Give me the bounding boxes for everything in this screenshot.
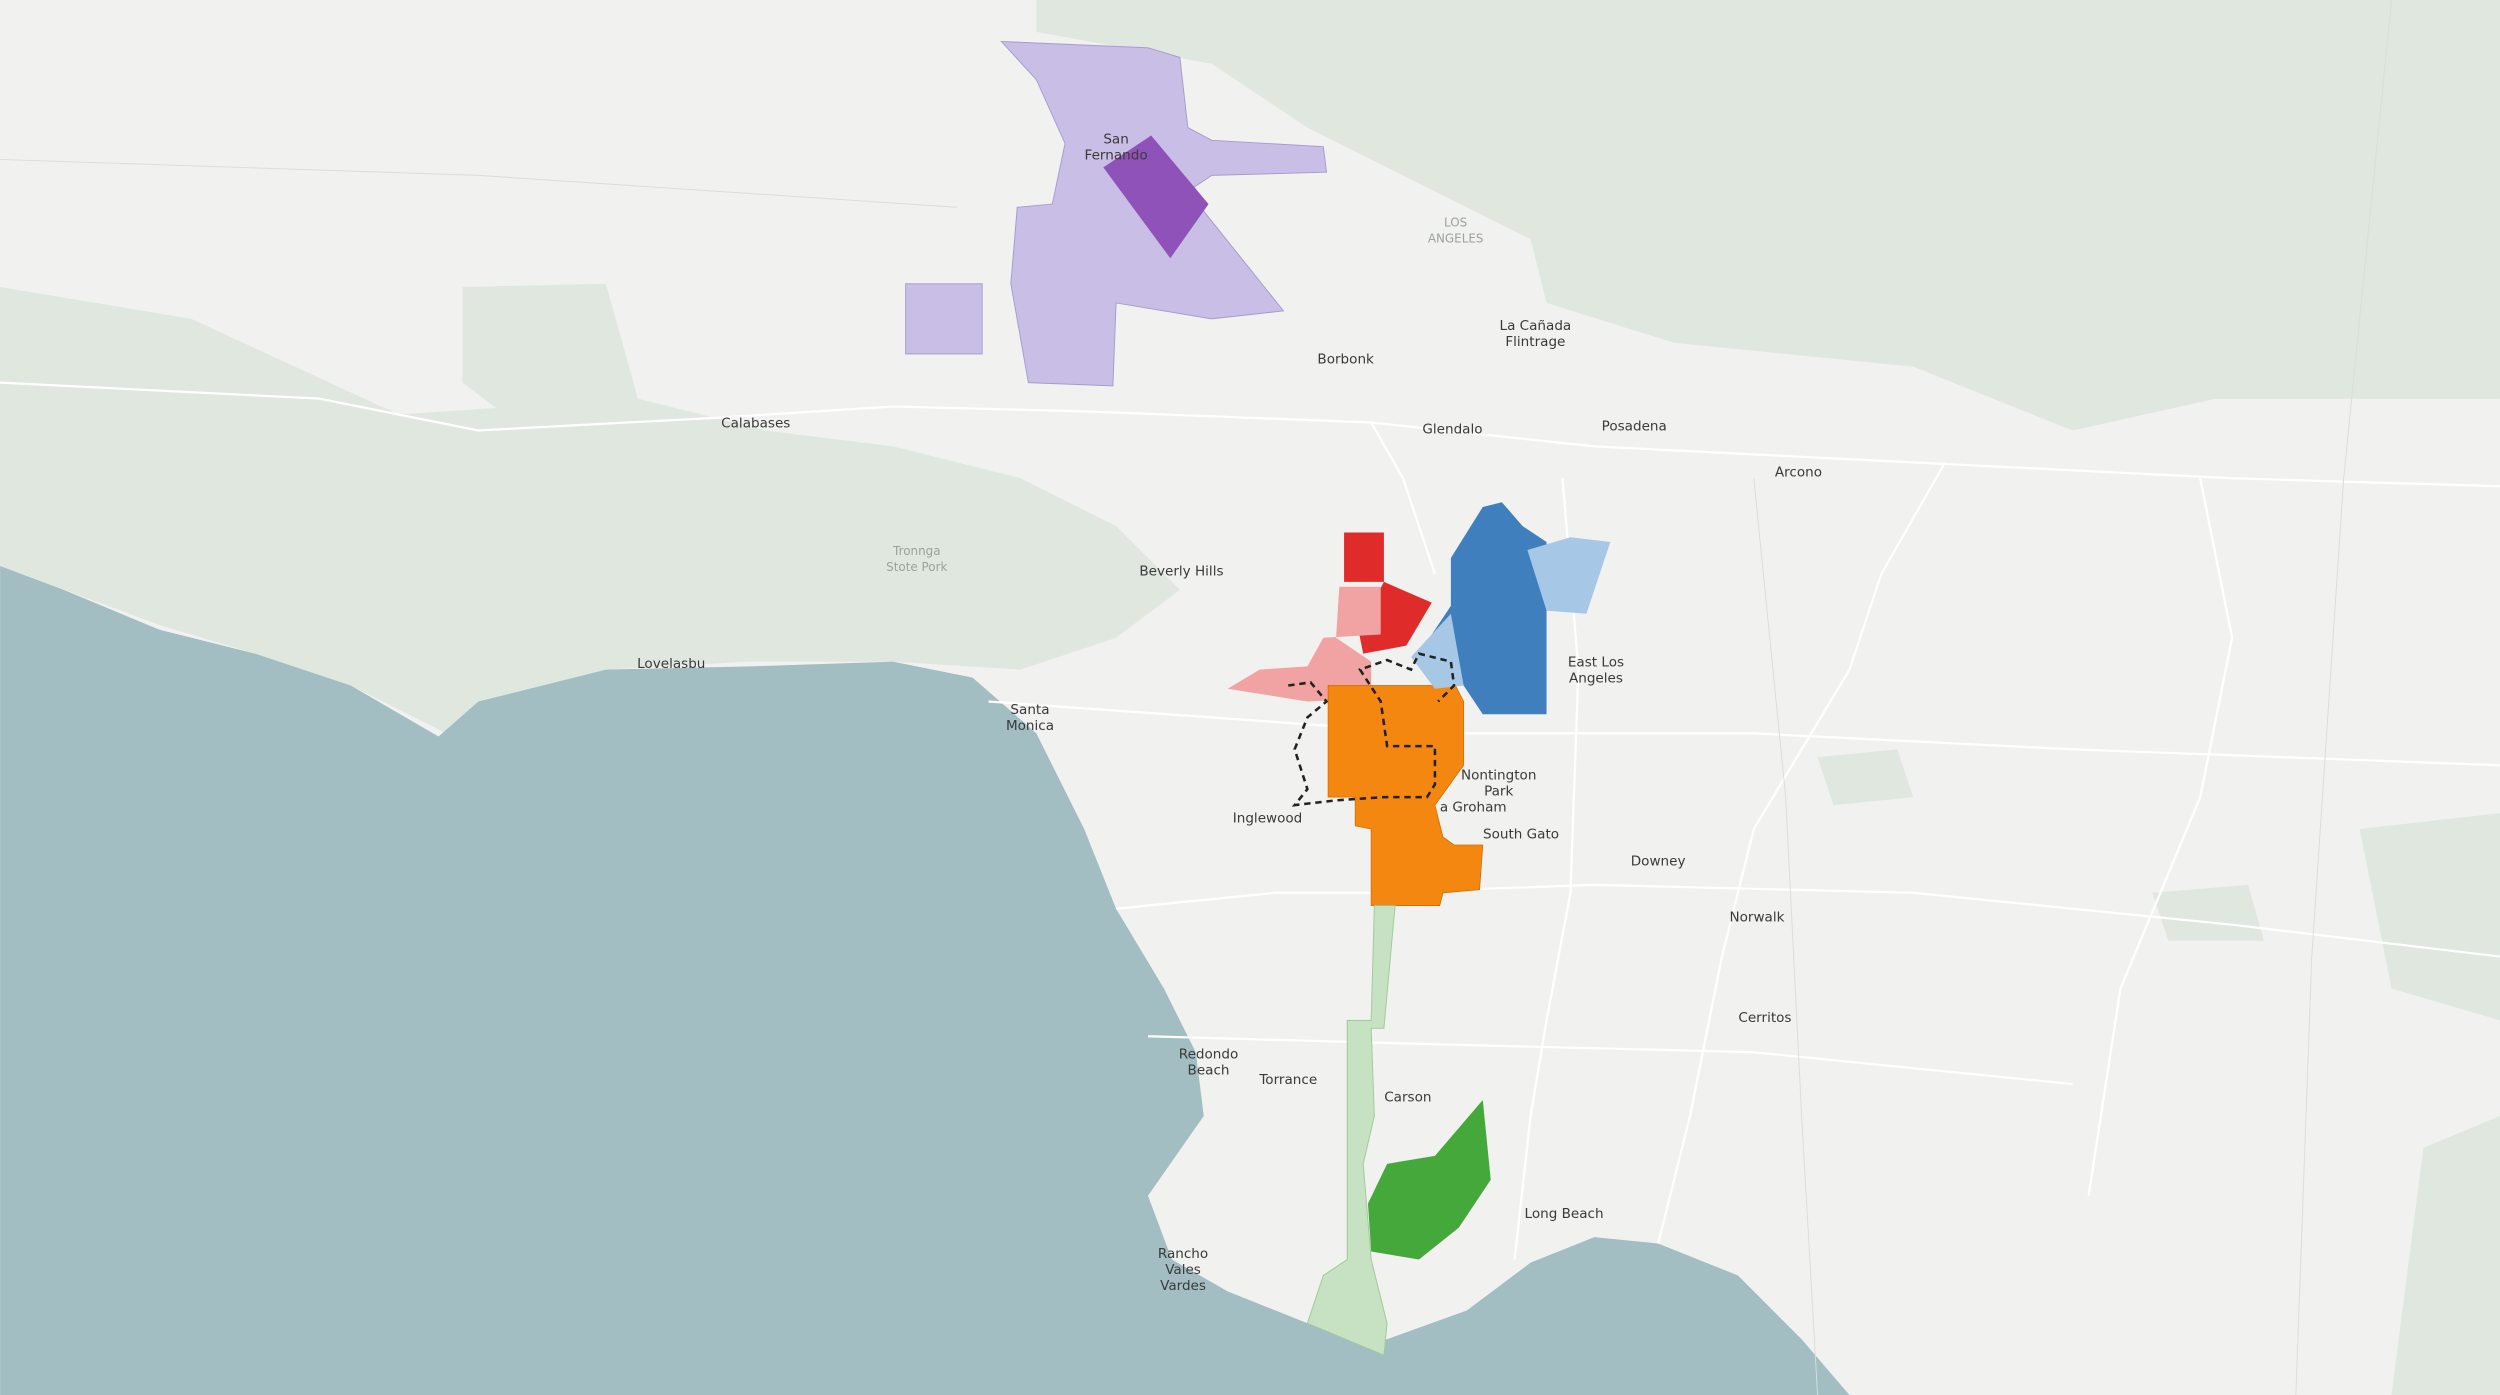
place-label: Arcono bbox=[1775, 465, 1822, 481]
ocean bbox=[0, 565, 1850, 1395]
place-label: Norwalk bbox=[1729, 909, 1784, 925]
place-label: Inglewood bbox=[1233, 811, 1303, 827]
place-label: East Los bbox=[1568, 654, 1624, 670]
place-label: Santa bbox=[1010, 702, 1049, 718]
place-label: Posadena bbox=[1602, 418, 1667, 434]
place-label: Beverly Hills bbox=[1139, 564, 1223, 580]
place-label: Park bbox=[1484, 784, 1513, 800]
place-label: San bbox=[1103, 131, 1129, 147]
place-label: Torrance bbox=[1258, 1072, 1317, 1088]
place-label: Fernando bbox=[1085, 147, 1148, 163]
place-label: LOS bbox=[1444, 215, 1467, 229]
place-label: Downey bbox=[1631, 854, 1686, 870]
place-label: Rancho bbox=[1158, 1246, 1208, 1262]
place-label: Lovelasbu bbox=[637, 656, 705, 672]
place-label: Stote Pork bbox=[886, 560, 947, 574]
place-label: Redondo bbox=[1179, 1047, 1239, 1063]
place-label: Long Beach bbox=[1525, 1206, 1604, 1222]
place-label: Glendalo bbox=[1422, 422, 1482, 438]
place-label: Monica bbox=[1006, 718, 1054, 734]
place-label: ANGELES bbox=[1428, 231, 1484, 245]
place-label: Cerritos bbox=[1738, 1010, 1791, 1026]
place-label: Borbonk bbox=[1317, 351, 1374, 367]
place-label: Carson bbox=[1384, 1090, 1431, 1106]
place-label: South Gato bbox=[1483, 827, 1559, 843]
districts bbox=[905, 40, 1611, 1356]
place-label: Vardes bbox=[1160, 1278, 1206, 1294]
place-label: Nontington bbox=[1461, 768, 1536, 784]
place-label: Vales bbox=[1165, 1262, 1201, 1278]
place-label: a Groham bbox=[1440, 799, 1507, 815]
place-label: Beach bbox=[1188, 1063, 1230, 1079]
place-label: Flintrage bbox=[1505, 334, 1565, 350]
place-label: La Cañada bbox=[1500, 318, 1572, 334]
place-label: Calabases bbox=[721, 415, 790, 431]
place-label: Tronnga bbox=[892, 544, 941, 558]
place-label: Angeles bbox=[1569, 670, 1623, 686]
